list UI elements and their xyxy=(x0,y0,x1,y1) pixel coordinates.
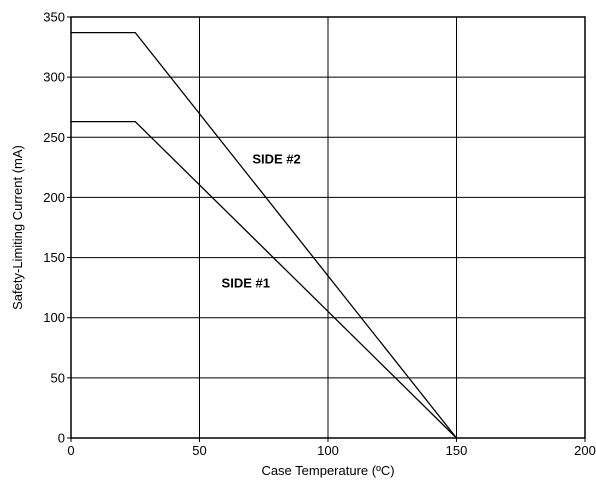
x-tick-labels: 0 50 100 150 200 xyxy=(67,438,596,458)
y-tick-label: 200 xyxy=(43,190,65,205)
annotations: SIDE #2 SIDE #1 xyxy=(222,152,301,291)
y-tick-label: 150 xyxy=(43,250,65,265)
y-tick-label: 0 xyxy=(58,431,65,446)
x-tick-label: 200 xyxy=(574,443,596,458)
y-tick-label: 300 xyxy=(43,70,65,85)
x-tick-label: 150 xyxy=(446,443,468,458)
series-group xyxy=(71,31,458,439)
series-annotation: SIDE #2 xyxy=(252,152,300,167)
y-axis-label: Safety-Limiting Current (mA) xyxy=(10,145,25,310)
y-tick-labels: 0 50 100 150 200 250 300 350 xyxy=(43,10,71,446)
x-axis-label: Case Temperature (ºC) xyxy=(261,463,394,478)
x-tick-label: 0 xyxy=(67,443,74,458)
y-tick-label: 250 xyxy=(43,130,65,145)
y-tick-label: 50 xyxy=(51,370,65,385)
x-tick-label: 100 xyxy=(317,443,339,458)
grid xyxy=(70,16,586,439)
series-annotation: SIDE #1 xyxy=(222,276,270,291)
series-line-2 xyxy=(71,120,457,439)
y-tick-label: 100 xyxy=(43,310,65,325)
series-line-1 xyxy=(71,31,458,439)
x-tick-label: 50 xyxy=(192,443,206,458)
y-tick-label: 350 xyxy=(43,10,65,25)
